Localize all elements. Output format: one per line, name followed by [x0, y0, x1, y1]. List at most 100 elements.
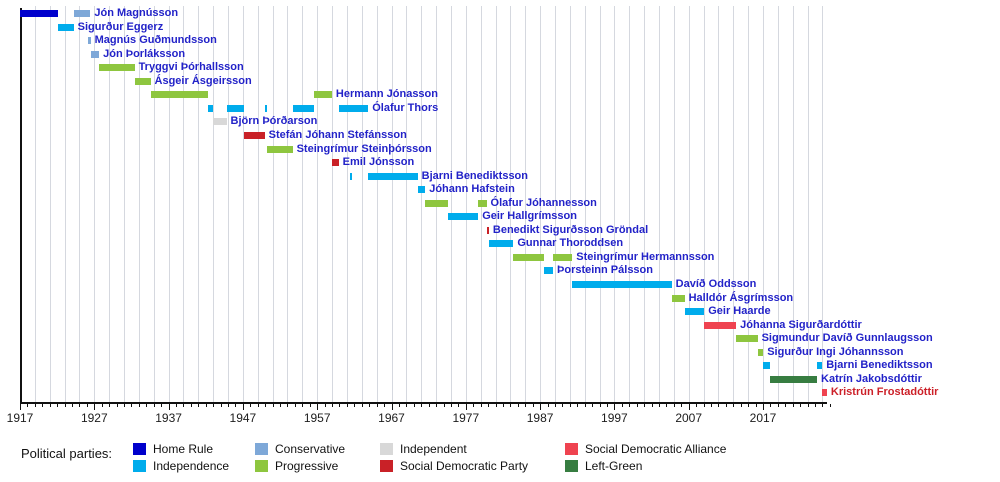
pm-term-bar[interactable]	[58, 23, 74, 31]
pm-term-bar[interactable]	[486, 226, 489, 234]
pm-term-bar[interactable]	[704, 321, 737, 329]
pm-name-label[interactable]: Jóhanna Sigurðardóttir	[740, 318, 862, 331]
pm-term-bar[interactable]	[99, 64, 135, 72]
pm-term-bar[interactable]	[313, 91, 332, 99]
pm-name-label[interactable]: Steingrímur Steinþórsson	[296, 142, 432, 155]
pm-term-bar[interactable]	[368, 172, 418, 180]
pm-term-bar[interactable]	[425, 199, 449, 207]
legend-label: Social Democratic Alliance	[585, 442, 727, 456]
axis-tick	[755, 404, 757, 407]
pm-name-label[interactable]: Geir Hallgrímsson	[482, 210, 577, 223]
pm-name-label[interactable]: Hermann Jónasson	[335, 88, 438, 101]
pm-term-bar[interactable]	[150, 91, 209, 99]
pm-name-label[interactable]: Stefán Jóhann Stefánsson	[268, 128, 407, 141]
axis-tick	[101, 404, 103, 407]
pm-name-label[interactable]: Jón Magnússon	[94, 7, 179, 19]
axis-tick	[272, 404, 274, 407]
gridline	[406, 6, 408, 402]
pm-term-bar[interactable]	[266, 145, 293, 153]
pm-term-bar[interactable]	[88, 37, 91, 45]
pm-term-bar[interactable]	[90, 50, 100, 58]
pm-term-bar[interactable]	[488, 240, 514, 248]
pm-name-label[interactable]: Tryggvi Þórhallsson	[138, 61, 244, 74]
pm-name-label[interactable]: Steingrímur Hermannsson	[576, 250, 715, 263]
pm-term-bar[interactable]	[208, 104, 213, 112]
pm-term-bar[interactable]	[226, 104, 244, 112]
pm-name-label[interactable]: Bjarni Benediktsson	[826, 359, 933, 372]
pm-name-label[interactable]: Magnús Guðmundsson	[94, 34, 217, 47]
pm-term-bar[interactable]	[553, 253, 573, 261]
pm-name-label[interactable]: Ásgeir Ásgeirsson	[154, 74, 252, 87]
axis-tick	[57, 404, 59, 407]
pm-term-bar[interactable]	[134, 77, 151, 85]
gridline	[168, 6, 170, 402]
pm-term-bar[interactable]	[736, 335, 758, 343]
pm-term-bar[interactable]	[20, 10, 59, 17]
pm-term-bar[interactable]	[817, 362, 823, 370]
axis-tick	[220, 404, 222, 407]
pm-name-label[interactable]: Jóhann Hafstein	[429, 183, 515, 196]
pm-name-label[interactable]: Sigurður Eggerz	[77, 20, 164, 33]
pm-term-bar[interactable]	[671, 294, 685, 302]
axis-tick	[339, 404, 341, 407]
pm-term-bar[interactable]	[338, 104, 369, 112]
pm-name-label[interactable]: Gunnar Thoroddsen	[517, 237, 624, 250]
pm-name-label[interactable]: Benedikt Sigurðsson Gröndal	[492, 223, 649, 236]
pm-name-label[interactable]: Kristrún Frostadóttir	[830, 386, 939, 399]
pm-name-label[interactable]: Katrín Jakobsdóttir	[821, 372, 922, 385]
pm-name-label[interactable]: Halldór Ásgrímsson	[688, 291, 794, 304]
pm-term-bar[interactable]	[513, 253, 544, 261]
axis-tick	[183, 404, 185, 407]
pm-term-bar[interactable]	[292, 104, 314, 112]
pm-term-bar[interactable]	[212, 118, 227, 126]
axis-tick	[34, 404, 36, 407]
pm-term-bar[interactable]	[684, 308, 705, 316]
pm-term-bar[interactable]	[822, 389, 827, 397]
pm-term-bar[interactable]	[264, 104, 267, 112]
pm-term-bar[interactable]	[448, 213, 479, 221]
gridline	[599, 6, 601, 402]
axis-tick	[302, 404, 304, 407]
gridline	[569, 6, 571, 402]
pm-term-bar[interactable]	[478, 199, 487, 207]
axis-tick	[138, 404, 140, 407]
pm-name-label[interactable]: Emil Jónsson	[342, 156, 415, 169]
pm-name-label[interactable]: Jón Þorláksson	[103, 47, 186, 60]
pm-term-bar[interactable]	[769, 375, 817, 383]
pm-term-bar[interactable]	[763, 362, 770, 370]
pm-term-bar[interactable]	[349, 172, 353, 180]
pm-name-label[interactable]: Ólafur Thors	[372, 101, 439, 114]
pm-name-label[interactable]: Davíð Oddsson	[675, 278, 757, 290]
pm-term-bar[interactable]	[243, 131, 265, 139]
axis-tick	[770, 404, 772, 407]
pm-term-bar[interactable]	[543, 267, 554, 275]
axis-tick	[465, 404, 467, 410]
axis-tick-label: 1947	[229, 411, 257, 425]
axis-tick	[577, 404, 579, 407]
pm-name-label[interactable]: Sigmundur Davíð Gunnlaugsson	[761, 332, 933, 345]
pm-term-bar[interactable]	[757, 348, 764, 356]
pm-term-bar[interactable]	[73, 10, 91, 17]
axis-tick	[800, 404, 802, 407]
pm-name-label[interactable]: Geir Haarde	[708, 305, 771, 318]
pm-name-label[interactable]: Sigurður Ingi Jóhannsson	[767, 345, 904, 358]
axis-tick	[547, 404, 549, 407]
pm-name-label[interactable]: Björn Þórðarson	[230, 115, 318, 128]
axis-tick	[428, 404, 430, 407]
pm-name-label[interactable]: Þorsteinn Pálsson	[557, 264, 653, 277]
gridline	[272, 6, 274, 402]
gridline	[733, 6, 735, 402]
pm-term-bar[interactable]	[331, 159, 339, 167]
axis-tick	[584, 404, 586, 407]
pm-name-label[interactable]: Ólafur Jóhannesson	[490, 196, 597, 209]
axis-tick	[332, 404, 334, 407]
pm-name-label[interactable]: Bjarni Benediktsson	[421, 169, 528, 182]
pm-term-bar[interactable]	[417, 186, 426, 194]
axis-tick	[280, 404, 282, 407]
gridline	[79, 6, 81, 402]
axis-tick	[354, 404, 356, 407]
axis-tick	[829, 404, 831, 407]
gridline	[748, 6, 750, 402]
gridline	[688, 6, 690, 402]
pm-term-bar[interactable]	[572, 281, 672, 288]
